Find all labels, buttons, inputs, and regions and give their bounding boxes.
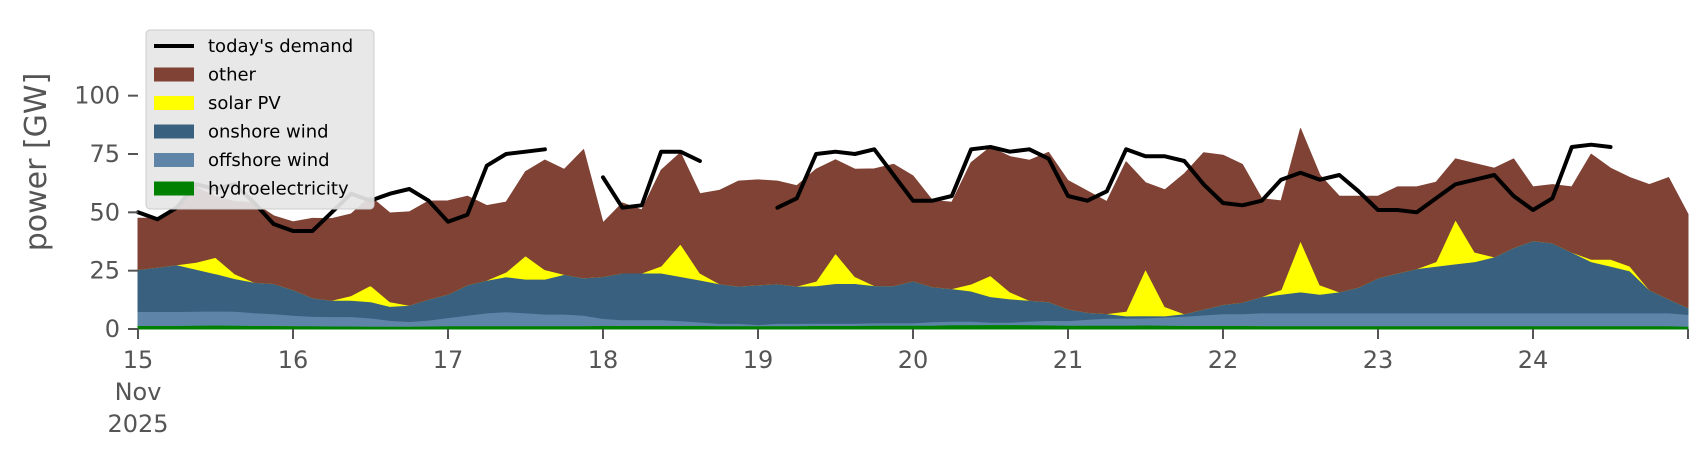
x-tick-label: 17 [433,346,464,374]
legend-box [145,29,375,210]
legend-label-offshore: offshore wind [208,150,330,171]
legend-label-demand: today's demand [208,36,353,57]
legend-swatch-other [154,67,194,82]
legend-swatch-offshore [154,153,194,167]
y-axis-label: power [GW] [19,73,54,252]
demand-line [601,149,702,210]
legend: today's demand other solar PV onshore wind o… [145,29,375,210]
x-tick-label: 19 [743,346,774,374]
x-tick-label: 24 [1518,346,1549,374]
x-tick-label: 21 [1053,346,1084,374]
legend-label-other: other [208,65,257,86]
x-tick-label: 22 [1208,346,1239,374]
legend-label-solar: solar PV [208,93,281,114]
x-tick-label: 18 [588,346,619,374]
legend-swatch-hydro [154,181,194,196]
y-tick-label: 100 [74,82,120,110]
y-tick-label: 25 [89,257,120,285]
legend-swatch-onshore [154,124,194,139]
y-tick-label: 0 [105,315,120,343]
legend-label-hydro: hydroelectricity [208,179,349,200]
legend-swatch-solar [154,96,194,110]
legend-label-onshore: onshore wind [208,122,329,143]
area-other [137,128,1689,315]
x-tick-label: 16 [278,346,309,374]
x-tick-label: 20 [898,346,929,374]
y-axis: 0 25 50 75 100 [74,82,138,343]
x-tick-label: 23 [1363,346,1394,374]
stacked-areas [137,128,1689,330]
y-tick-label: 50 [89,198,120,226]
y-tick-label: 75 [89,140,120,168]
x-axis: 15 Nov 2025 16 17 18 19 20 21 22 23 24 [107,329,1689,438]
x-tick-label: 15 Nov 2025 [107,346,168,438]
demand-line [775,142,1613,215]
